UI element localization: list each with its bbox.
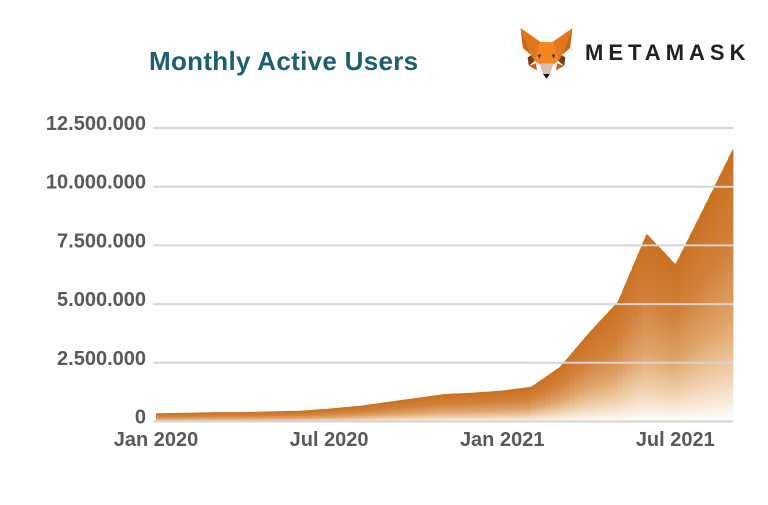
y-axis-tick-label: 2.500.000 [57, 348, 146, 370]
metamask-fox-icon [520, 27, 573, 79]
chart-title: Monthly Active Users [149, 46, 419, 76]
x-axis-tick-label: Jan 2020 [114, 429, 199, 451]
x-axis-tick-label: Jul 2020 [290, 429, 369, 451]
y-axis-tick-label: 0 [135, 407, 146, 429]
axis-labels: 0 2.500.000 5.000.000 7.500.000 10.000.000 12… [46, 113, 715, 451]
y-axis-tick-label: 5.000.000 [57, 289, 146, 311]
metamask-logo: METAMASK [517, 26, 750, 83]
area-series [156, 148, 734, 422]
y-axis-tick-label: 12.500.000 [46, 113, 146, 135]
y-axis-tick-label: 7.500.000 [57, 230, 146, 252]
metamask-wordmark: METAMASK [585, 39, 751, 65]
gridlines [153, 127, 733, 423]
x-axis-tick-label: Jan 2021 [460, 429, 545, 451]
x-axis-tick-label: Jul 2021 [636, 429, 715, 451]
y-axis-tick-label: 10.000.000 [46, 172, 146, 194]
